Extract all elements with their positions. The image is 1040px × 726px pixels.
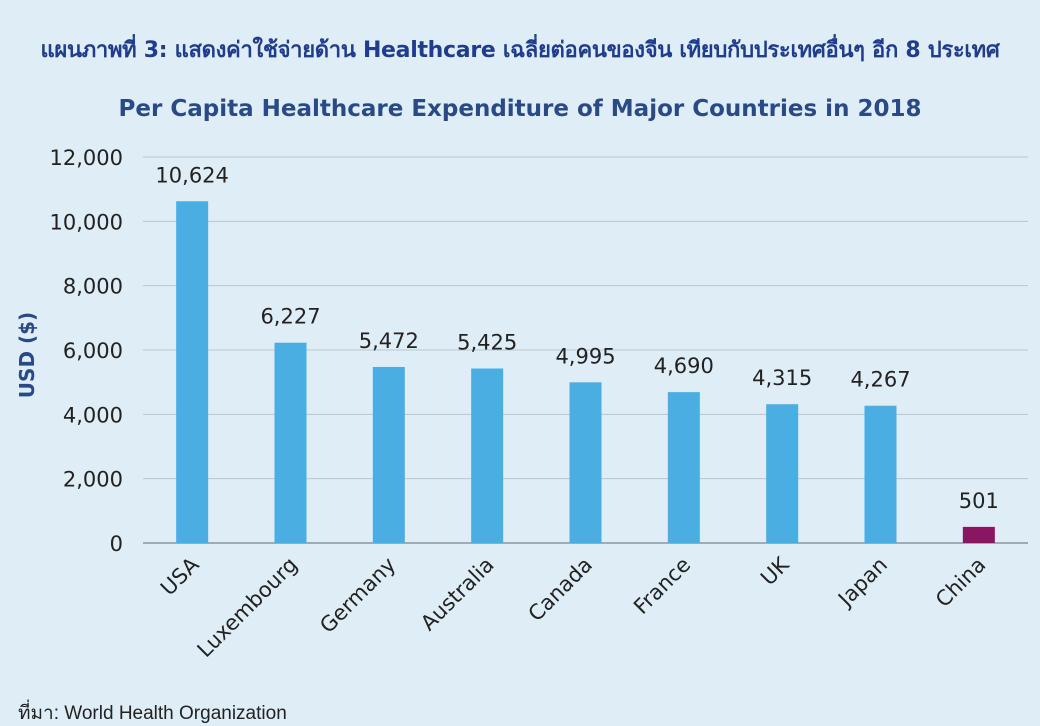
- y-tick-label: 0: [110, 532, 123, 556]
- bar-australia: [471, 368, 504, 543]
- bar-china: [962, 526, 995, 543]
- x-tick-label: USA: [156, 552, 204, 600]
- x-tick-label: China: [931, 553, 990, 612]
- data-label: 5,425: [457, 330, 517, 354]
- chart-title: Per Capita Healthcare Expenditure of Maj…: [118, 96, 922, 122]
- bar-japan: [864, 405, 897, 543]
- data-label: 10,624: [155, 163, 228, 187]
- bar-luxembourg: [274, 342, 307, 543]
- x-tick-label: Australia: [416, 553, 499, 636]
- bar-chart: 0 2,000 4,000 6,000 8,000 10,000 12,000 USD ($…: [15, 146, 1028, 662]
- y-axis-label: USD ($): [15, 312, 39, 398]
- x-tick-label: Japan: [832, 553, 892, 613]
- y-tick-label: 4,000: [63, 403, 123, 427]
- bar-canada: [569, 382, 602, 543]
- bar-usa: [176, 201, 209, 543]
- y-axis-ticks: 0 2,000 4,000 6,000 8,000 10,000 12,000: [50, 146, 123, 556]
- y-tick-label: 10,000: [50, 210, 123, 234]
- data-label: 6,227: [260, 305, 320, 329]
- bars: [176, 201, 995, 543]
- x-tick-label: Germany: [315, 553, 400, 638]
- data-label: 501: [959, 489, 999, 513]
- source-note: ที่มา: World Health Organization: [18, 703, 287, 724]
- y-tick-label: 12,000: [50, 146, 123, 170]
- x-tick-label: Luxembourg: [193, 553, 303, 663]
- x-tick-label: UK: [756, 552, 794, 590]
- x-tick-label: France: [629, 553, 695, 619]
- bar-france: [667, 392, 700, 543]
- data-label: 5,472: [359, 329, 419, 353]
- bar-uk: [766, 404, 799, 543]
- bar-germany: [372, 366, 405, 543]
- data-label: 4,315: [752, 366, 812, 390]
- x-tick-label: Canada: [524, 553, 597, 626]
- data-label: 4,690: [654, 354, 714, 378]
- data-label: 4,267: [850, 368, 910, 392]
- y-tick-label: 2,000: [63, 468, 123, 492]
- y-tick-label: 8,000: [63, 275, 123, 299]
- header-title: แผนภาพที่ 3: แสดงค่าใช้จ่ายด้าน Healthca…: [40, 38, 1000, 63]
- data-label: 4,995: [555, 344, 615, 368]
- data-labels: 10,624 6,227 5,472 5,425 4,995 4,690 4,315 4,26…: [155, 163, 998, 513]
- y-tick-label: 6,000: [63, 339, 123, 363]
